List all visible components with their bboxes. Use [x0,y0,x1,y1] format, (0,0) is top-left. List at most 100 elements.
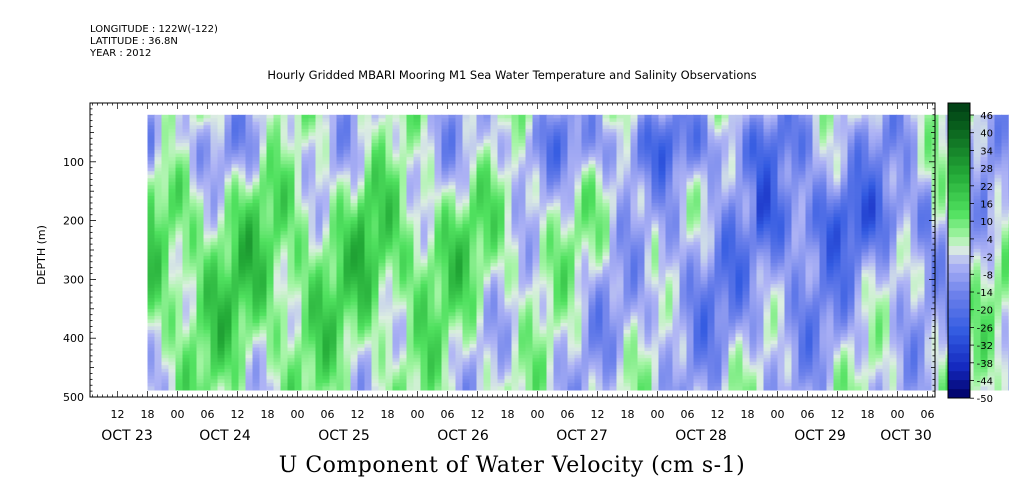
heatmap-cell [525,164,534,169]
heatmap-cell [371,245,380,250]
heatmap-cell [364,121,373,126]
heatmap-cell [245,121,254,126]
heatmap-cell [448,340,457,345]
heatmap-cell [560,171,569,176]
heatmap-cell [427,330,436,335]
heatmap-cell [525,372,534,377]
heatmap-cell [315,241,324,246]
heatmap-cell [574,199,583,204]
heatmap-cell [560,344,569,349]
heatmap-cell [378,351,387,356]
heatmap-cell [399,128,408,133]
heatmap-cell [217,305,226,310]
heatmap-cell [350,203,359,208]
heatmap-cell [350,153,359,158]
heatmap-cell [588,195,597,200]
heatmap-cell [252,125,261,130]
heatmap-cell [364,153,373,158]
heatmap-cell [294,224,303,229]
heatmap-cell [343,167,352,172]
heatmap-cell [175,337,184,342]
heatmap-cell [581,167,590,172]
heatmap-cell [518,128,527,133]
heatmap-cell [385,277,394,282]
heatmap-cell [560,238,569,243]
heatmap-cell [420,319,429,324]
heatmap-cell [455,308,464,313]
heatmap-cell [483,143,492,148]
heatmap-cell [434,305,443,310]
heatmap-cell [294,195,303,200]
heatmap-cell [560,280,569,285]
heatmap-cell [546,266,555,271]
heatmap-cell [329,248,338,253]
heatmap-cell [266,386,275,391]
heatmap-cell [315,379,324,384]
heatmap-cell [287,135,296,140]
heatmap-cell [371,252,380,257]
heatmap-cell [511,294,520,299]
heatmap-cell [539,210,548,215]
heatmap-cell [574,337,583,342]
heatmap-cell [406,167,415,172]
heatmap-cell [259,227,268,232]
heatmap-cell [259,340,268,345]
heatmap-cell [238,315,247,320]
heatmap-cell [203,322,212,327]
heatmap-cell [539,287,548,292]
heatmap-cell [406,354,415,359]
heatmap-cell [385,206,394,211]
heatmap-cell [224,284,233,289]
heatmap-cell [427,118,436,123]
heatmap-cell [259,121,268,126]
heatmap-cell [210,344,219,349]
heatmap-cell [525,252,534,257]
heatmap-cell [469,160,478,165]
heatmap-cell [273,139,282,144]
heatmap-cell [385,372,394,377]
heatmap-cell [189,178,198,183]
heatmap-cell [329,153,338,158]
heatmap-cell [147,231,156,236]
heatmap-cell [259,280,268,285]
heatmap-cell [462,160,471,165]
heatmap-cell [448,368,457,373]
heatmap-cell [350,312,359,317]
heatmap-cell [511,305,520,310]
heatmap-cell [189,255,198,260]
heatmap-cell [399,386,408,391]
heatmap-cell [147,220,156,225]
heatmap-cell [448,178,457,183]
heatmap-cell [364,379,373,384]
heatmap-cell [392,224,401,229]
heatmap-cell [322,181,331,186]
heatmap-cell [343,347,352,352]
heatmap-cell [567,210,576,215]
heatmap-cell [574,305,583,310]
heatmap-cell [448,255,457,260]
heatmap-cell [168,192,177,197]
heatmap-cell [476,121,485,126]
heatmap-cell [161,146,170,151]
heatmap-cell [455,238,464,243]
heatmap-cell [476,164,485,169]
heatmap-cell [196,372,205,377]
heatmap-cell [532,171,541,176]
heatmap-cell [273,347,282,352]
heatmap-cell [147,259,156,264]
heatmap-cell [161,280,170,285]
heatmap-cell [434,368,443,373]
heatmap-cell [574,280,583,285]
heatmap-cell [504,125,513,130]
heatmap-cell [413,252,422,257]
heatmap-cell [427,224,436,229]
heatmap-cell [525,266,534,271]
heatmap-cell [252,213,261,218]
heatmap-cell [280,153,289,158]
heatmap-cell [441,354,450,359]
heatmap-cell [175,135,184,140]
heatmap-cell [196,382,205,387]
heatmap-cell [189,157,198,162]
heatmap-cell [455,139,464,144]
heatmap-cell [420,213,429,218]
